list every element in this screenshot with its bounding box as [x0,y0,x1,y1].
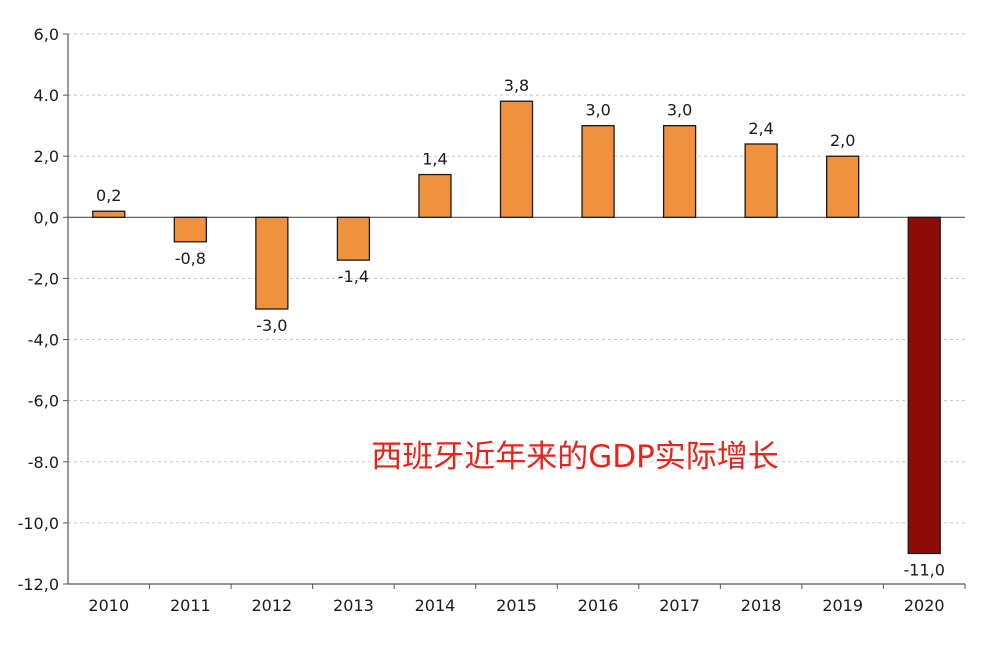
axes: 6,0 4.0 2,0 0,0 -2,0 -4,0 -6,0 -8.0 -10,0 -12,0 20… [18,25,966,615]
bar-2017 [662,125,697,218]
x-tick-label: 2017 [659,596,700,615]
y-tick-label: 6,0 [34,25,59,44]
bar-2012 [255,216,289,310]
data-label: -1,4 [338,267,369,286]
x-tick-label: 2019 [822,596,863,615]
bar-2014 [418,173,452,218]
data-label: 1,4 [422,150,447,169]
bar-2016 [581,125,615,218]
x-tick-label: 2016 [578,596,619,615]
bar-2018 [744,143,778,218]
x-tick-label: 2015 [496,596,537,615]
y-tick-label: -6,0 [28,392,59,411]
y-tick-label: -12,0 [18,575,59,594]
y-tick-label: -8.0 [28,453,59,472]
data-label: -0,8 [175,249,206,268]
data-label: -3,0 [256,316,287,335]
data-label: 3,0 [585,101,610,120]
x-tick-label: 2018 [741,596,782,615]
bar-2013 [336,216,371,261]
chart-title: 西班牙近年来的GDP实际增长 [371,439,779,475]
bar-2010 [92,210,126,218]
bar-2019 [826,155,860,218]
data-label: -11,0 [904,560,945,579]
x-tick-label: 2014 [415,596,456,615]
x-tick-label: 2013 [333,596,374,615]
data-label: 0,2 [96,186,121,205]
bar-2011 [173,216,207,243]
data-label: 3,8 [504,76,529,95]
x-tick-label: 2012 [252,596,293,615]
bar-2020 [907,216,941,555]
bars [92,100,941,555]
x-tick-label: 2020 [904,596,945,615]
bar-2015 [499,100,534,218]
x-tick-label: 2010 [88,596,129,615]
data-label: 2,4 [748,119,773,138]
x-tick-label: 2011 [170,596,211,615]
data-labels: 0,2 -0,8 -3,0 -1,4 1,4 3,8 3,0 3,0 2,4 2,0 -11,0 [96,76,945,579]
y-tick-label: 0,0 [34,208,59,227]
y-tick-label: -10,0 [18,514,59,533]
y-tick-label: -4,0 [28,331,59,350]
y-tick-label: 4.0 [34,86,59,105]
data-label: 3,0 [667,101,692,120]
y-tick-label: -2,0 [28,269,59,288]
data-label: 2,0 [830,131,855,150]
y-tick-label: 2,0 [34,147,59,166]
